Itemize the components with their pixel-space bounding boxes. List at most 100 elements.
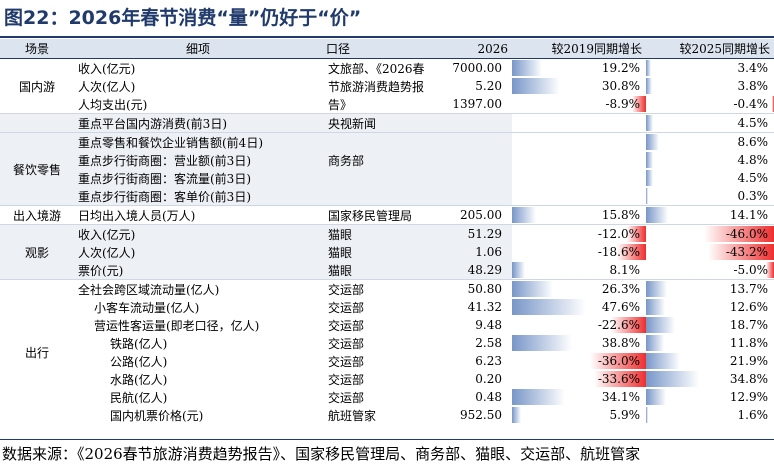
header-scene: 场景 (0, 39, 74, 59)
growth-2025-bar (646, 281, 667, 297)
item-cell: 重点步行街商圈：客单价(前3日) (74, 187, 322, 206)
growth-2019-cell: -18.6% (512, 243, 646, 261)
source-cell: 航班管家 (328, 408, 377, 423)
table-body: 国内游 收入(亿元) 文旅部、《2026春 7000.00 19.2% 3.4% 人次(亿人… (0, 59, 774, 424)
table-row: 重点平台国内游消费(前3日) 央视新闻 4.5% (0, 113, 774, 133)
growth-2025-cell: 4.5% (646, 113, 774, 133)
growth-2025-label: 0.3% (737, 189, 769, 203)
growth-2019-cell: 26.3% (512, 279, 646, 298)
item-cell: 重点步行街商圈：营业额(前3日) (74, 151, 322, 169)
table-row: 餐饮零售 重点零售和餐饮企业销售额(前4日) 8.6% (0, 132, 774, 206)
source-cell: 交运部 (328, 372, 365, 387)
growth-2019-cell: 47.6% (512, 298, 646, 316)
growth-2025-label: -46.0% (725, 227, 768, 241)
growth-2019-label: 47.6% (601, 300, 640, 314)
growth-2019-label: 5.9% (609, 408, 641, 422)
growth-2019-bar (632, 96, 646, 112)
source-cell: 交运部 (328, 390, 365, 405)
growth-2025-cell: 14.1% (646, 205, 774, 225)
value-cell (426, 169, 512, 187)
growth-2025-cell: -0.4% (646, 95, 774, 114)
growth-2019-cell (512, 169, 646, 187)
value-cell: 6.23 (475, 354, 502, 368)
header-growth-2025: 较2025同期增长 (646, 39, 774, 59)
growth-2025-label: 4.5% (737, 116, 769, 130)
bottom-divider (0, 439, 774, 440)
growth-2019-cell: 19.2% (512, 59, 646, 78)
growth-2025-label: 8.6% (737, 135, 769, 149)
growth-2019-cell: -8.9% (512, 95, 646, 114)
growth-2025-bar (646, 371, 700, 387)
growth-2025-label: 13.7% (729, 282, 768, 296)
growth-2025-bar (646, 353, 680, 369)
table-row: 铁路(亿人) 交运部 2.58 38.8% 11.8% (0, 334, 774, 352)
growth-2019-label: 34.1% (601, 390, 640, 404)
growth-2025-cell: 21.9% (646, 352, 774, 370)
growth-2019-bar (611, 317, 646, 333)
item-cell: 人次(亿人) (78, 79, 136, 94)
growth-2019-bar (512, 407, 522, 423)
growth-2025-label: 12.9% (729, 390, 768, 404)
item-cell: 日均出入境人员(万人) (74, 205, 322, 225)
growth-2019-label: -36.0% (597, 354, 640, 368)
scene-cell: 餐饮零售 (0, 132, 74, 206)
growth-2025-bar (646, 134, 660, 150)
growth-2025-label: -0.4% (733, 97, 768, 111)
growth-2025-bar (646, 389, 666, 405)
source-cell (322, 132, 426, 151)
growth-2025-label: 4.8% (737, 153, 769, 167)
growth-2019-bar (590, 353, 646, 369)
growth-2025-label: 34.8% (729, 372, 768, 386)
value-cell: 0.20 (475, 372, 502, 386)
source-cell: 节旅游消费趋势报 (328, 79, 425, 94)
source-cell: 商务部 (322, 151, 426, 169)
table-row: 营运性客运量(即老口径，亿人) 交运部 9.48 -22.6% 18.7% (0, 316, 774, 334)
growth-2025-bar (646, 115, 653, 131)
source-cell (322, 187, 426, 206)
value-cell: 0.48 (475, 390, 502, 404)
growth-2025-bar (707, 244, 774, 260)
value-cell (426, 151, 512, 169)
growth-2025-cell: 12.9% (646, 388, 774, 406)
value-cell: 952.50 (460, 408, 502, 422)
growth-2019-cell: 34.1% (512, 388, 646, 406)
value-cell: 205.00 (426, 205, 512, 225)
item-cell: 公路(亿人) (110, 354, 168, 369)
table-row: 民航(亿人) 交运部 0.48 34.1% 12.9% (0, 388, 774, 406)
growth-2025-bar (646, 335, 665, 351)
growth-2025-bar (646, 152, 654, 168)
growth-2019-label: 26.3% (601, 282, 640, 296)
growth-2019-bar (627, 226, 646, 242)
scene-cell: 出行 (0, 279, 74, 424)
table-row: 出入境游 日均出入境人员(万人) 国家移民管理局 205.00 15.8% 14.1% (0, 205, 774, 225)
growth-2019-cell (512, 132, 646, 151)
value-cell: 9.48 (475, 318, 502, 332)
value-cell (426, 132, 512, 151)
source-note: 数据来源：《2026春节旅游消费趋势报告》、国家移民管理局、商务部、猫眼、交运部… (2, 445, 641, 463)
item-cell: 收入(亿元) (78, 61, 136, 76)
growth-2019-label: 8.1% (609, 263, 641, 277)
value-cell (426, 187, 512, 206)
source-cell: 猫眼 (322, 243, 426, 261)
growth-2025-cell: 13.7% (646, 279, 774, 298)
growth-2019-bar (512, 78, 560, 94)
item-cell: 水路(亿人) (110, 372, 168, 387)
source-cell: 交运部 (328, 336, 365, 351)
source-cell: 告》 (328, 97, 353, 112)
growth-2019-cell (512, 113, 646, 133)
growth-2019-cell: 5.9% (512, 406, 646, 424)
growth-2025-label: 21.9% (729, 354, 768, 368)
item-cell: 人均支出(元) (78, 97, 148, 112)
value-cell: 5.20 (475, 79, 502, 93)
growth-2025-cell: 4.5% (646, 169, 774, 187)
growth-2019-cell: 38.8% (512, 334, 646, 352)
table-row: 观影 收入(亿元) 猫眼 51.29 -12.0% -46.0% (0, 224, 774, 280)
growth-2019-bar (617, 244, 646, 260)
scene-cell (0, 113, 74, 133)
item-cell: 国内机票价格(元) (110, 408, 204, 423)
growth-2025-label: -5.0% (733, 263, 768, 277)
growth-2025-label: 4.5% (737, 171, 769, 185)
growth-2019-cell: 30.8% (512, 77, 646, 95)
growth-2025-label: 14.1% (729, 208, 768, 222)
value-cell: 7000.00 (452, 61, 502, 75)
